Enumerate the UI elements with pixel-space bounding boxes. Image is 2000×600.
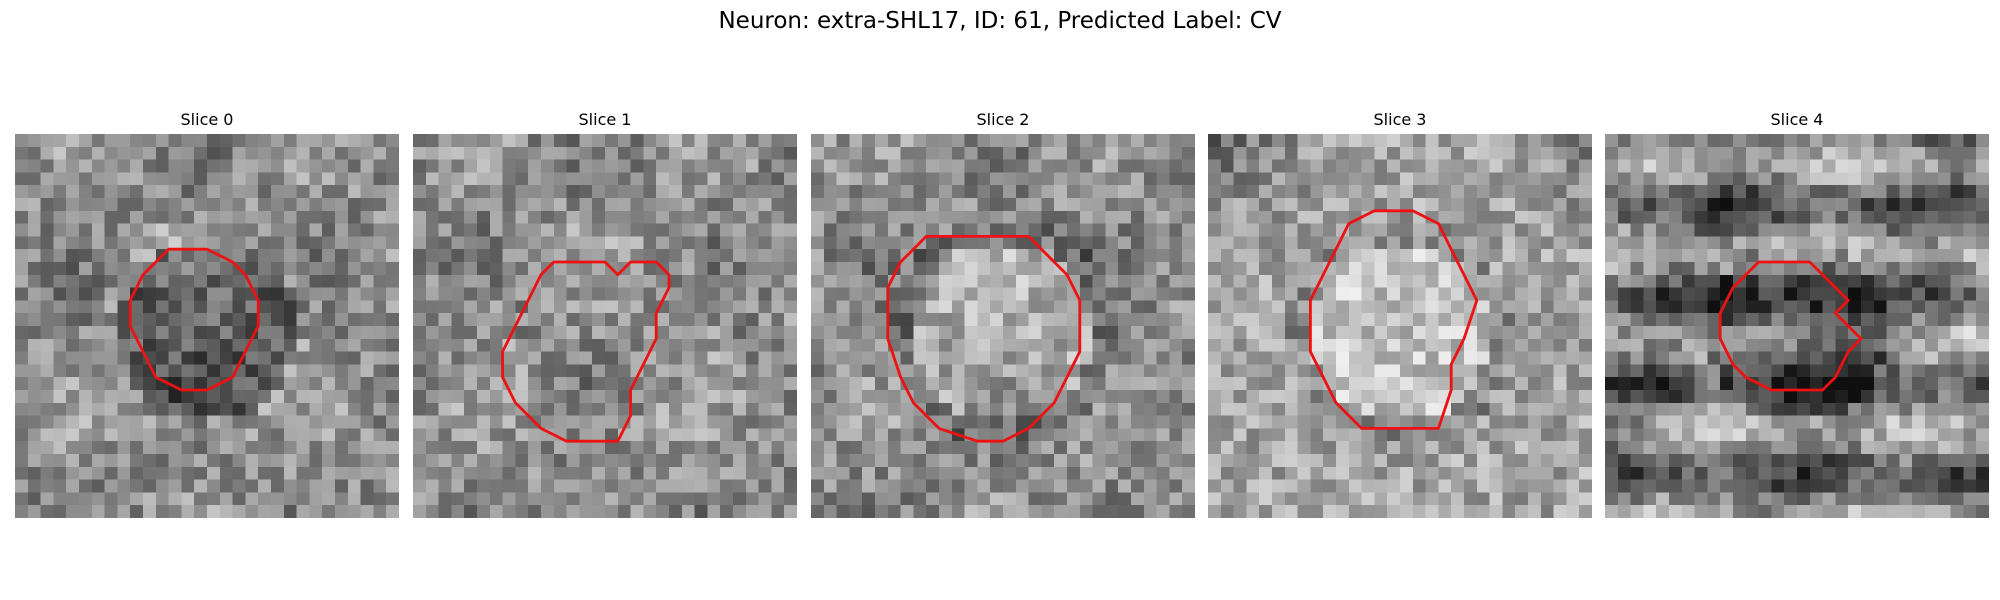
slice-2-image: [811, 134, 1195, 518]
slice-4-contour: [1718, 260, 1863, 392]
slice-0-image: [15, 134, 399, 518]
figure-title: Neuron: extra-SHL17, ID: 61, Predicted L…: [718, 8, 1282, 34]
slice-3-contour: [1308, 209, 1479, 430]
slice-4-title: Slice 4: [1770, 110, 1824, 129]
slice-1-image: [413, 134, 797, 518]
slice-2-title: Slice 2: [976, 110, 1030, 129]
slice-1-title: Slice 1: [578, 110, 632, 129]
slice-3-title: Slice 3: [1373, 110, 1427, 129]
slice-1-contour: [501, 260, 671, 443]
slice-0-title: Slice 0: [180, 110, 234, 129]
slice-0-contour: [128, 247, 260, 392]
slice-3-image: [1208, 134, 1592, 518]
slice-2-contour: [886, 234, 1082, 443]
slice-4-image: [1605, 134, 1989, 518]
